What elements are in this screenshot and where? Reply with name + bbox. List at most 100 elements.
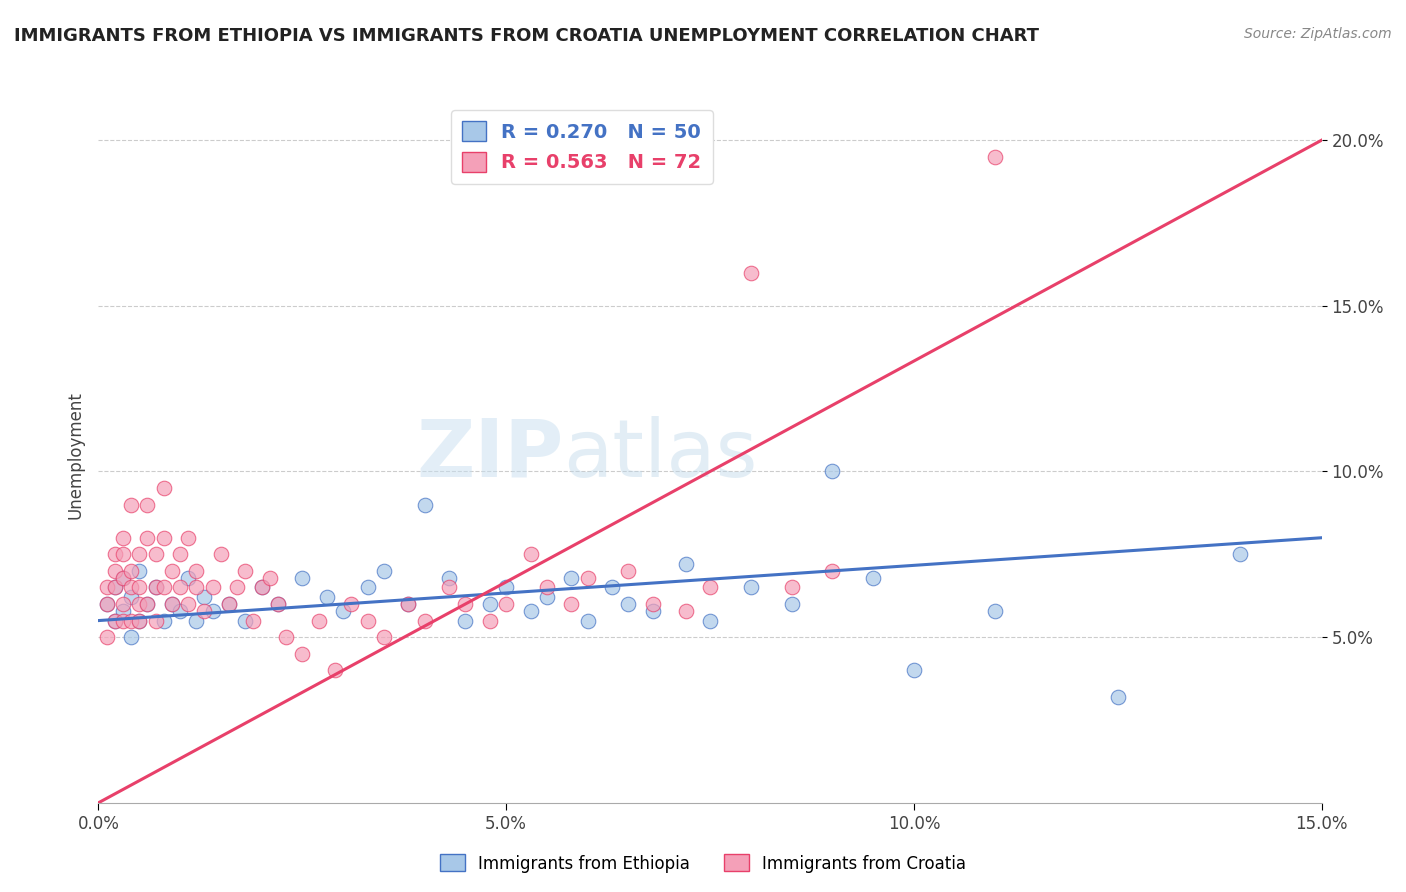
Point bbox=[128, 547, 150, 561]
Point bbox=[201, 604, 224, 618]
Point bbox=[152, 614, 174, 628]
Point bbox=[218, 597, 240, 611]
Point bbox=[862, 570, 884, 584]
Point bbox=[111, 614, 134, 628]
Point bbox=[1107, 690, 1129, 704]
Point bbox=[437, 581, 460, 595]
Point bbox=[617, 597, 640, 611]
Point bbox=[186, 614, 208, 628]
Point bbox=[111, 570, 134, 584]
Point bbox=[984, 150, 1007, 164]
Point bbox=[740, 266, 762, 280]
Point bbox=[120, 591, 142, 605]
Point bbox=[145, 547, 167, 561]
Point bbox=[600, 581, 623, 595]
Point bbox=[145, 614, 167, 628]
Point bbox=[291, 570, 314, 584]
Point bbox=[984, 604, 1007, 618]
Point bbox=[740, 581, 762, 595]
Point bbox=[478, 614, 501, 628]
Point bbox=[233, 564, 256, 578]
Point bbox=[152, 531, 174, 545]
Point bbox=[675, 558, 697, 572]
Point bbox=[104, 547, 127, 561]
Point bbox=[576, 570, 599, 584]
Point bbox=[145, 581, 167, 595]
Point bbox=[1229, 547, 1251, 561]
Point bbox=[201, 581, 224, 595]
Point bbox=[96, 630, 118, 644]
Point bbox=[136, 597, 159, 611]
Point bbox=[128, 614, 150, 628]
Point bbox=[193, 591, 215, 605]
Point bbox=[373, 564, 395, 578]
Legend: R = 0.270   N = 50, R = 0.563   N = 72: R = 0.270 N = 50, R = 0.563 N = 72 bbox=[451, 110, 713, 184]
Point bbox=[250, 581, 273, 595]
Point bbox=[111, 604, 134, 618]
Point bbox=[454, 597, 477, 611]
Point bbox=[128, 564, 150, 578]
Point bbox=[177, 570, 200, 584]
Point bbox=[145, 581, 167, 595]
Y-axis label: Unemployment: Unemployment bbox=[66, 391, 84, 519]
Point bbox=[332, 604, 354, 618]
Point bbox=[274, 630, 297, 644]
Point bbox=[226, 581, 249, 595]
Point bbox=[160, 597, 183, 611]
Point bbox=[169, 604, 191, 618]
Point bbox=[267, 597, 290, 611]
Point bbox=[315, 591, 337, 605]
Point bbox=[120, 614, 142, 628]
Point bbox=[104, 564, 127, 578]
Point bbox=[96, 581, 118, 595]
Point bbox=[821, 465, 844, 479]
Point bbox=[186, 581, 208, 595]
Point bbox=[413, 498, 436, 512]
Point bbox=[136, 531, 159, 545]
Point bbox=[152, 481, 174, 495]
Point bbox=[454, 614, 477, 628]
Point bbox=[136, 597, 159, 611]
Point bbox=[104, 581, 127, 595]
Point bbox=[209, 547, 232, 561]
Point bbox=[617, 564, 640, 578]
Point bbox=[104, 581, 127, 595]
Point bbox=[96, 597, 118, 611]
Point bbox=[780, 581, 803, 595]
Point bbox=[340, 597, 363, 611]
Point bbox=[519, 604, 541, 618]
Point bbox=[903, 663, 925, 677]
Point bbox=[120, 581, 142, 595]
Point bbox=[780, 597, 803, 611]
Point bbox=[111, 570, 134, 584]
Point bbox=[218, 597, 240, 611]
Point bbox=[308, 614, 330, 628]
Point bbox=[413, 614, 436, 628]
Point bbox=[495, 597, 517, 611]
Point bbox=[177, 531, 200, 545]
Legend: Immigrants from Ethiopia, Immigrants from Croatia: Immigrants from Ethiopia, Immigrants fro… bbox=[433, 847, 973, 880]
Text: atlas: atlas bbox=[564, 416, 758, 494]
Text: Source: ZipAtlas.com: Source: ZipAtlas.com bbox=[1244, 27, 1392, 41]
Point bbox=[821, 564, 844, 578]
Text: ZIP: ZIP bbox=[416, 416, 564, 494]
Point bbox=[250, 581, 273, 595]
Point bbox=[128, 614, 150, 628]
Point bbox=[242, 614, 264, 628]
Point bbox=[291, 647, 314, 661]
Point bbox=[699, 581, 721, 595]
Point bbox=[396, 597, 419, 611]
Point bbox=[96, 597, 118, 611]
Point bbox=[641, 597, 664, 611]
Point bbox=[169, 547, 191, 561]
Point bbox=[120, 498, 142, 512]
Point bbox=[699, 614, 721, 628]
Point bbox=[160, 564, 183, 578]
Text: IMMIGRANTS FROM ETHIOPIA VS IMMIGRANTS FROM CROATIA UNEMPLOYMENT CORRELATION CHA: IMMIGRANTS FROM ETHIOPIA VS IMMIGRANTS F… bbox=[14, 27, 1039, 45]
Point bbox=[323, 663, 346, 677]
Point bbox=[186, 564, 208, 578]
Point bbox=[193, 604, 215, 618]
Point bbox=[536, 591, 558, 605]
Point bbox=[259, 570, 281, 584]
Point bbox=[495, 581, 517, 595]
